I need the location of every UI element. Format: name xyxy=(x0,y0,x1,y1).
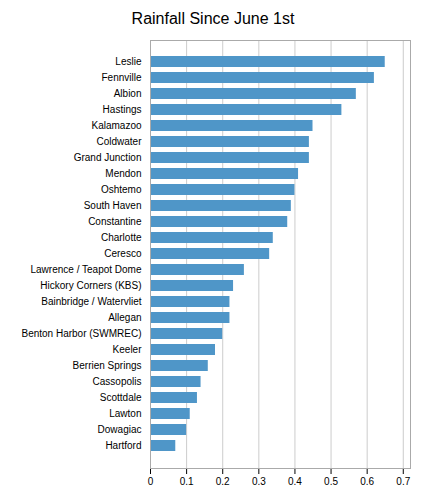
svg-text:Benton Harbor (SWMREC): Benton Harbor (SWMREC) xyxy=(21,328,141,339)
html-text:Rainfall Since June 1st: Rainfall Since June 1st xyxy=(131,10,295,27)
svg-text:Berrien Springs: Berrien Springs xyxy=(73,360,142,371)
svg-text:Coldwater: Coldwater xyxy=(96,136,142,147)
svg-text:0.6: 0.6 xyxy=(360,476,374,487)
svg-text:Bainbridge / Watervliet: Bainbridge / Watervliet xyxy=(41,296,141,307)
svg-text:Leslie: Leslie xyxy=(115,56,142,67)
svg-text:Hartford: Hartford xyxy=(105,440,141,451)
svg-text:Lawrence / Teapot Dome: Lawrence / Teapot Dome xyxy=(31,264,142,275)
svg-text:0.5: 0.5 xyxy=(324,476,338,487)
svg-text:Hickory Corners (KBS): Hickory Corners (KBS) xyxy=(40,280,141,291)
svg-text:Keeler: Keeler xyxy=(113,344,143,355)
svg-text:Charlotte: Charlotte xyxy=(101,232,142,243)
svg-text:Lawton: Lawton xyxy=(109,408,141,419)
svg-text:Kalamazoo: Kalamazoo xyxy=(91,120,141,131)
svg-text:Fennville: Fennville xyxy=(101,72,141,83)
svg-text:0.1: 0.1 xyxy=(180,476,194,487)
svg-text:Ceresco: Ceresco xyxy=(104,248,142,259)
svg-text:Hastings: Hastings xyxy=(103,104,142,115)
svg-text:Grand Junction: Grand Junction xyxy=(74,152,142,163)
svg-text:Allegan: Allegan xyxy=(108,312,141,323)
svg-text:Albion: Albion xyxy=(114,88,142,99)
svg-text:Oshtemo: Oshtemo xyxy=(101,184,142,195)
svg-text:Mendon: Mendon xyxy=(105,168,141,179)
svg-text:0.2: 0.2 xyxy=(216,476,230,487)
svg-text:Dowagiac: Dowagiac xyxy=(98,424,142,435)
svg-text:Scottdale: Scottdale xyxy=(100,392,142,403)
svg-text:Cassopolis: Cassopolis xyxy=(93,376,142,387)
svg-text:0: 0 xyxy=(148,476,154,487)
svg-text:0.3: 0.3 xyxy=(252,476,266,487)
svg-text:0.7: 0.7 xyxy=(396,476,410,487)
svg-text:Constantine: Constantine xyxy=(88,216,142,227)
svg-text:0.4: 0.4 xyxy=(288,476,302,487)
svg-text:South Haven: South Haven xyxy=(84,200,142,211)
